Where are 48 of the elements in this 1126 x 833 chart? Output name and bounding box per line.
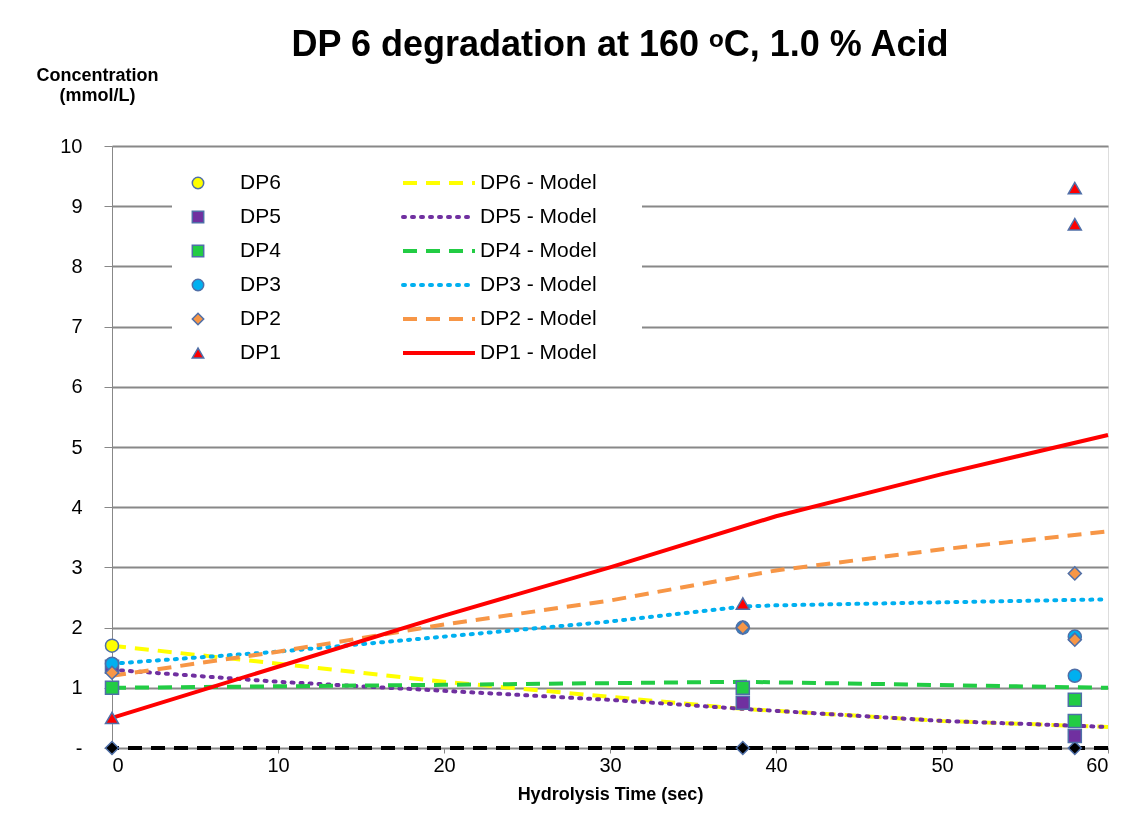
y-tick-label: 5 [71, 435, 83, 458]
legend-label: DP6 - Model [480, 170, 597, 193]
point [104, 680, 120, 696]
point [1067, 566, 1083, 581]
legend-label: DP5 - Model [480, 204, 597, 227]
y-axis-title: Concentration (mmol/L) [36, 64, 159, 105]
legend-label: DP5 [240, 204, 281, 227]
point [104, 665, 120, 681]
chart-title: DP 6 degradation at 160 ᵒC, 1.0 % Acid [291, 23, 949, 64]
point [735, 597, 751, 610]
x-tick-label: 40 [765, 753, 788, 776]
point [735, 740, 751, 756]
x-tick-label: 10 [267, 753, 290, 776]
x-tick-label: 0 [112, 753, 124, 776]
y-tick-label: 6 [71, 375, 83, 398]
y-tick-label: 10 [60, 134, 83, 157]
point [1067, 713, 1083, 729]
x-tick-label: 60 [1086, 753, 1109, 776]
y-tick-label: 9 [71, 194, 83, 217]
legend-label: DP6 [240, 170, 281, 193]
legend-label: DP2 - Model [480, 306, 597, 329]
y-tick-label: - [75, 736, 83, 759]
point [1067, 692, 1083, 708]
point [735, 680, 751, 696]
legend-label: DP1 - Model [480, 340, 597, 363]
legend-label: DP3 [240, 272, 281, 295]
point [1067, 217, 1083, 231]
point [104, 711, 120, 725]
legend-label: DP3 - Model [480, 272, 597, 295]
legend-label: DP2 [240, 306, 281, 329]
legend-label: DP1 [240, 340, 281, 363]
y-tick-label: 8 [71, 254, 83, 277]
x-axis-title: Hydrolysis Time (sec) [517, 783, 704, 804]
y-tick-label: 2 [71, 616, 83, 639]
y-tick-label: 3 [71, 555, 83, 578]
y-tick-label: 4 [71, 495, 83, 518]
legend-label: DP4 - Model [480, 238, 597, 261]
point [104, 638, 120, 653]
y-tick-label: 1 [71, 676, 83, 699]
x-tick-label: 20 [433, 753, 456, 776]
point [1067, 728, 1083, 744]
point [735, 695, 751, 711]
point [1067, 668, 1083, 684]
x-tick-label: 50 [931, 753, 954, 776]
point [1067, 181, 1083, 195]
legend-label: DP4 [240, 238, 282, 261]
x-tick-label: 30 [599, 753, 622, 776]
y-tick-label: 7 [71, 315, 83, 338]
